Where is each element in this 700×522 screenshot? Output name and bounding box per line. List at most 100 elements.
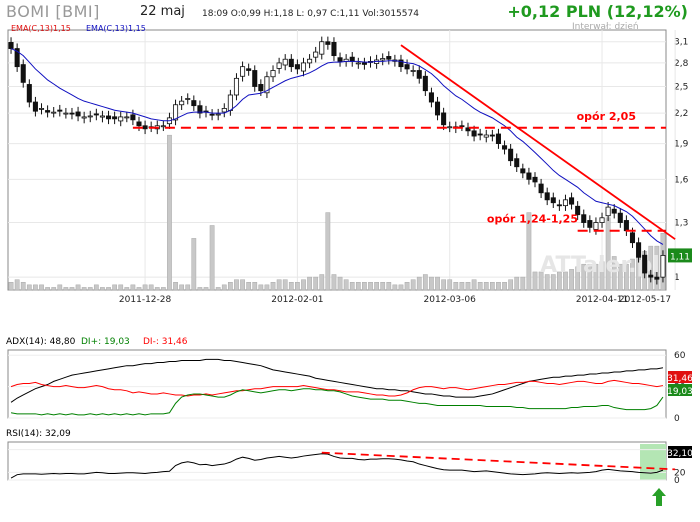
x-tick-label: 2012-02-01 bbox=[271, 295, 323, 305]
volume-bar bbox=[197, 287, 203, 291]
volume-bar bbox=[258, 284, 264, 291]
candle-body bbox=[410, 70, 416, 72]
candle-body bbox=[270, 70, 276, 78]
candle-body bbox=[331, 41, 337, 57]
candle-body bbox=[264, 76, 270, 94]
volume-bar bbox=[203, 287, 209, 291]
volume-bar bbox=[100, 287, 105, 291]
candle-body bbox=[69, 112, 75, 115]
volume-bar bbox=[599, 261, 605, 291]
candle-body bbox=[648, 274, 654, 278]
candle-body bbox=[233, 77, 240, 96]
volume-bar bbox=[575, 266, 581, 291]
volume-bar bbox=[453, 282, 459, 291]
candle-body bbox=[45, 110, 51, 113]
volume-bar bbox=[8, 282, 14, 291]
volume-bar bbox=[319, 274, 325, 291]
candle-body bbox=[246, 68, 252, 71]
candle-body bbox=[20, 64, 26, 83]
ema-line bbox=[10, 48, 664, 245]
candle-body bbox=[508, 148, 514, 162]
volume-bar bbox=[26, 284, 32, 291]
candle-body bbox=[483, 134, 489, 138]
adx-series-line bbox=[10, 379, 664, 397]
price-y-tick-label: 2,8 bbox=[674, 59, 689, 69]
candle-body bbox=[38, 108, 45, 110]
volume-bar bbox=[538, 271, 544, 291]
volume-bar bbox=[483, 282, 489, 291]
ema-legend-red: EMA(C,13)1,15 bbox=[11, 24, 71, 33]
candle-body bbox=[398, 59, 404, 68]
candle-body bbox=[447, 126, 453, 129]
watermark: ATTaler.pl bbox=[540, 253, 660, 278]
candle-body bbox=[142, 125, 148, 130]
volume-bar bbox=[215, 287, 221, 291]
candle-body bbox=[136, 121, 142, 127]
candle-body bbox=[502, 145, 508, 150]
volume-bar bbox=[112, 284, 118, 291]
downtrend-line bbox=[400, 44, 676, 240]
price-y-tick-label: 1,6 bbox=[674, 175, 689, 185]
volume-bar bbox=[295, 282, 300, 291]
volume-bar bbox=[514, 276, 520, 291]
candle-body bbox=[221, 108, 227, 113]
candle-body bbox=[179, 100, 185, 106]
candle-body bbox=[227, 94, 233, 111]
candle-body bbox=[81, 116, 87, 119]
volume-bar bbox=[611, 256, 617, 291]
candle-body bbox=[124, 116, 130, 119]
volume-bar bbox=[221, 284, 227, 291]
volume-bar bbox=[544, 274, 550, 291]
volume-bar bbox=[167, 134, 172, 291]
price-y-tick-label: 1,3 bbox=[674, 219, 688, 229]
ohlc-readout: 18:09 O:0,99 H:1,18 L: 0,97 C:1,11 Vol:3… bbox=[202, 9, 419, 19]
volume-bar bbox=[264, 284, 270, 291]
volume-bar bbox=[471, 279, 477, 291]
candle-body bbox=[556, 204, 562, 207]
candle-body bbox=[380, 58, 386, 61]
candle-body bbox=[75, 111, 81, 117]
candle-body bbox=[465, 127, 471, 132]
candle-body bbox=[471, 130, 477, 137]
x-tick-label: 2011-12-28 bbox=[119, 295, 172, 305]
candle-body bbox=[325, 41, 331, 45]
candle-body bbox=[562, 199, 569, 207]
last-price-badge bbox=[668, 248, 692, 263]
volume-bar bbox=[429, 276, 434, 291]
candle-body bbox=[112, 116, 118, 120]
candle-body bbox=[441, 112, 447, 126]
candle-body bbox=[361, 62, 367, 65]
candle-body bbox=[569, 197, 575, 205]
candle-body bbox=[14, 48, 20, 68]
volume-bar bbox=[301, 279, 306, 291]
candle-body bbox=[599, 217, 605, 223]
candle-body bbox=[654, 276, 660, 280]
candle-body bbox=[105, 115, 112, 120]
volume-bar bbox=[252, 282, 258, 291]
di-plus-legend: DI+: 19,03 bbox=[81, 337, 130, 347]
candle-body bbox=[313, 51, 319, 58]
candle-body bbox=[57, 109, 63, 112]
candle-body bbox=[605, 206, 611, 217]
candle-body bbox=[87, 115, 93, 118]
volume-bar bbox=[33, 284, 38, 291]
volume-bar bbox=[556, 271, 562, 291]
candle-body bbox=[538, 183, 544, 194]
di-plus-badge bbox=[668, 384, 692, 396]
candle-body bbox=[520, 168, 526, 174]
volume-bar bbox=[173, 282, 178, 291]
volume-bar bbox=[502, 282, 507, 291]
volume-bar bbox=[654, 245, 660, 291]
volume-bar bbox=[270, 282, 276, 291]
candle-body bbox=[611, 208, 617, 214]
volume-bar bbox=[154, 287, 160, 291]
volume-bar bbox=[234, 279, 239, 291]
x-tick-label: 2012-04-11 bbox=[576, 295, 628, 305]
candle-body bbox=[118, 116, 124, 122]
volume-bar bbox=[587, 263, 593, 291]
volume-bar bbox=[93, 284, 99, 291]
candle-body bbox=[51, 111, 57, 114]
candle-body bbox=[191, 100, 197, 107]
volume-bar bbox=[337, 276, 343, 291]
volume-bar bbox=[563, 271, 568, 291]
